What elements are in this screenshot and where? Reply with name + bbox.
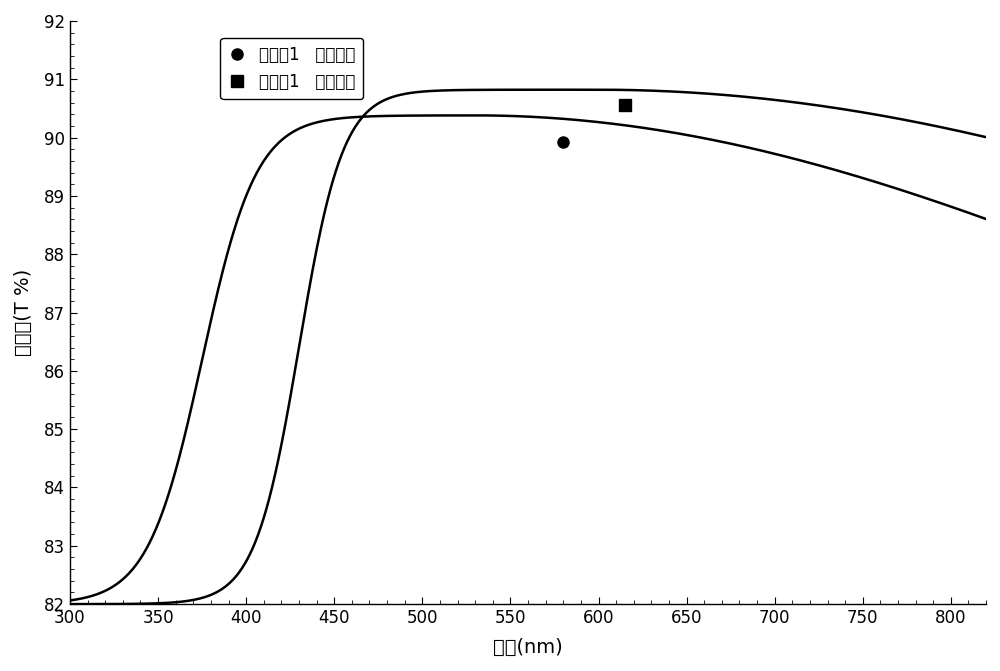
Legend: 实施例1   多元硫醇, 实施例1   树脂镜片: 实施例1 多元硫醇, 实施例1 树脂镜片: [220, 38, 363, 99]
X-axis label: 波长(nm): 波长(nm): [493, 638, 563, 657]
Y-axis label: 透过率(T %): 透过率(T %): [14, 269, 33, 356]
